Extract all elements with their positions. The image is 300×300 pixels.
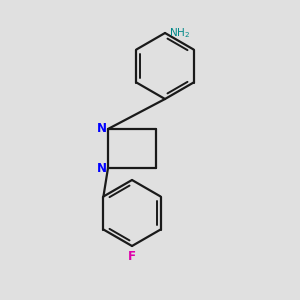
Text: F: F	[128, 250, 136, 262]
Text: N: N	[97, 122, 106, 136]
Text: N: N	[97, 161, 106, 175]
Text: NH$_2$: NH$_2$	[169, 26, 190, 40]
